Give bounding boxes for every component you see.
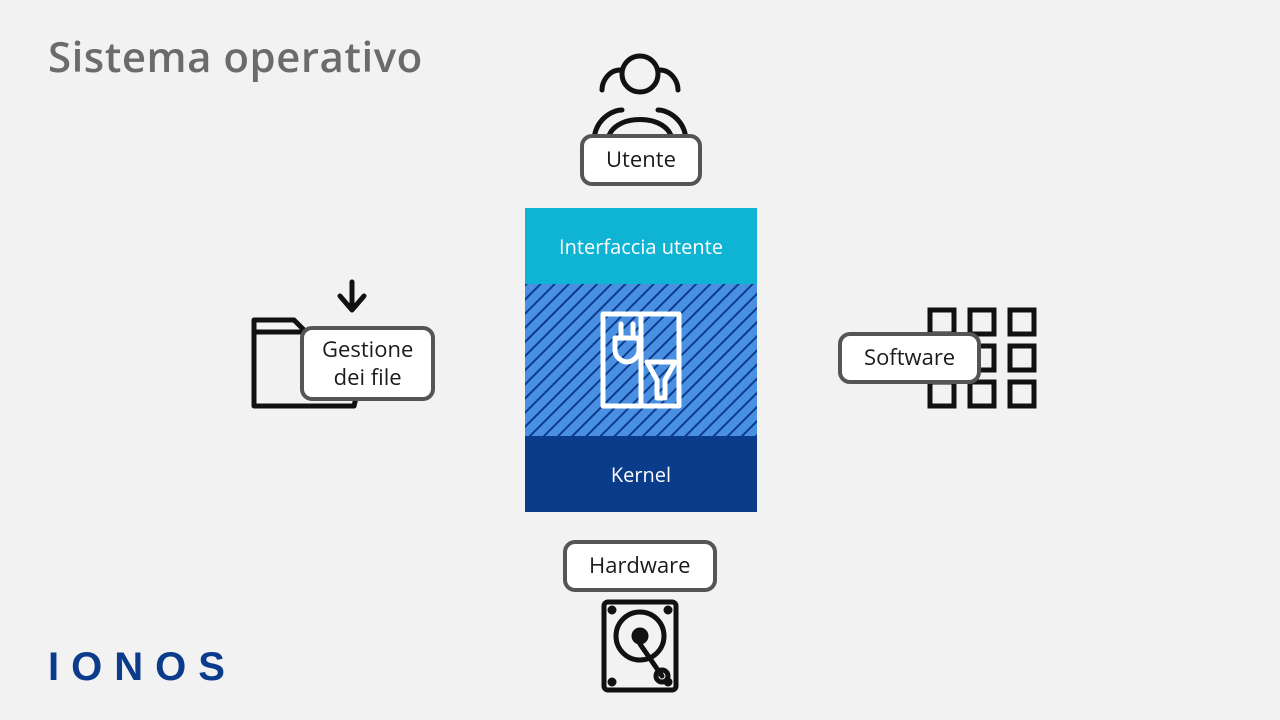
hardware-label: Hardware: [563, 540, 717, 592]
file-management-label: Gestione dei file: [300, 326, 435, 401]
plug-funnel-icon: [581, 300, 701, 420]
brand-logo: IONOS: [48, 645, 237, 690]
software-label: Software: [838, 332, 981, 384]
layer-kernel: Kernel: [525, 436, 757, 512]
hardware-label-text: Hardware: [589, 550, 691, 580]
user-label-text: Utente: [606, 144, 676, 174]
layer-user-interface: Interfaccia utente: [525, 208, 757, 284]
file-mgmt-line2: dei file: [334, 362, 402, 392]
layer-ui-text: Interfaccia utente: [559, 233, 723, 260]
page-title: Sistema operativo: [48, 28, 423, 85]
file-mgmt-line1: Gestione: [322, 334, 413, 364]
os-stack: Interfaccia utente Kernel: [525, 208, 757, 512]
software-label-text: Software: [864, 342, 955, 372]
hard-disk-icon: [598, 596, 682, 701]
user-label: Utente: [580, 134, 702, 186]
layer-middleware: [525, 284, 757, 436]
layer-kernel-text: Kernel: [611, 461, 671, 488]
